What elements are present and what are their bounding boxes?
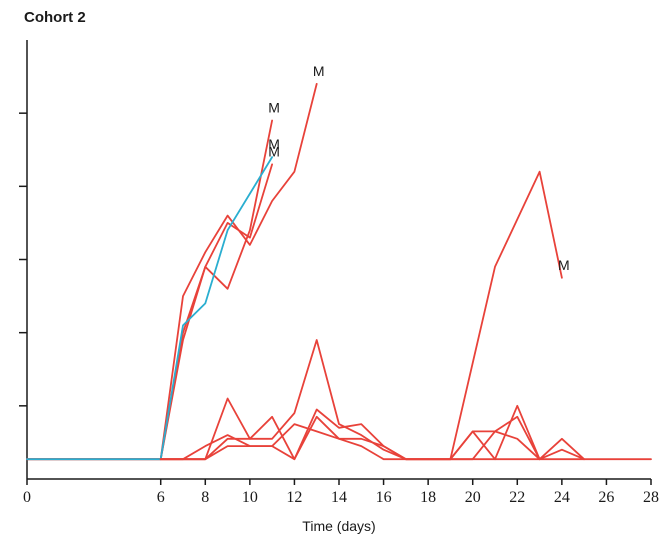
x-tick-label: 18: [420, 489, 436, 506]
series-line-9: [159, 415, 652, 461]
y-axis-ticks: [19, 112, 27, 407]
x-tick-label: 10: [242, 489, 258, 506]
x-tick-label: 22: [509, 489, 525, 506]
x-tick-label: 16: [376, 489, 392, 506]
x-tick-label: 6: [157, 489, 165, 506]
series-end-label: M: [268, 99, 280, 115]
x-axis-label: Time (days): [302, 518, 375, 534]
series-line-2: [26, 119, 274, 461]
x-tick-label: 24: [554, 489, 570, 506]
series-end-label: M: [558, 257, 570, 273]
x-tick-label: 0: [23, 489, 31, 506]
x-tick-label: 12: [286, 489, 302, 506]
x-tick-label: 20: [465, 489, 481, 506]
series-line-7: [159, 408, 585, 461]
series-line-3: [26, 163, 274, 461]
series-end-label: M: [313, 63, 325, 79]
series-line-5: [449, 170, 563, 461]
x-tick-label: 26: [598, 489, 614, 506]
series-line-6: [159, 339, 585, 461]
series-group: [26, 83, 652, 461]
x-axis-ticks: 0 6 8 10 12 14 16 18 20 22 24 26 28: [23, 479, 659, 506]
series-line-1: [26, 83, 318, 461]
series-end-label: M: [268, 143, 280, 159]
x-tick-label: 14: [331, 489, 347, 506]
chart-title: Cohort 2: [24, 9, 86, 26]
x-tick-label: 28: [643, 489, 659, 506]
x-tick-label: 8: [201, 489, 209, 506]
series-end-label: M: [268, 136, 280, 152]
